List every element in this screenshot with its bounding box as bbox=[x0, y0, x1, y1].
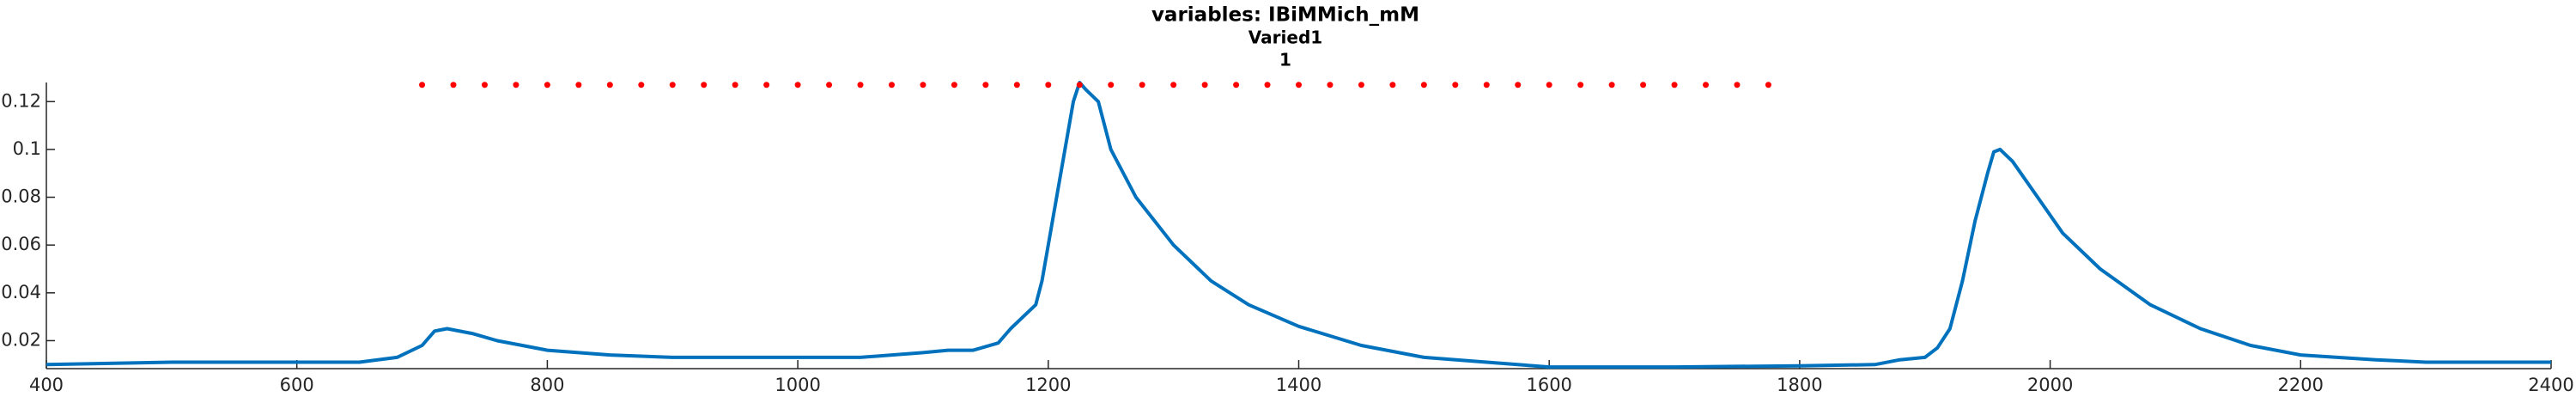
dot bbox=[575, 82, 582, 89]
dot bbox=[1139, 82, 1145, 89]
dot bbox=[1671, 82, 1678, 89]
dot bbox=[1546, 82, 1552, 89]
dot bbox=[1765, 82, 1771, 89]
y-tick-label: 0.08 bbox=[1, 186, 41, 207]
dot bbox=[982, 82, 989, 89]
dot bbox=[763, 82, 770, 89]
x-tick-label: 1800 bbox=[1777, 375, 1822, 395]
y-tick-label: 0.02 bbox=[1, 329, 41, 350]
dot bbox=[1608, 82, 1615, 89]
dot bbox=[1076, 82, 1083, 89]
x-tick-label: 1200 bbox=[1025, 375, 1071, 395]
dot bbox=[1734, 82, 1741, 89]
x-tick-label: 1600 bbox=[1526, 375, 1571, 395]
dot bbox=[1233, 82, 1240, 89]
dot bbox=[544, 82, 550, 89]
dot bbox=[1515, 82, 1522, 89]
annotation: 1 bbox=[1279, 50, 1291, 70]
dot bbox=[920, 82, 927, 89]
x-tick-label: 2400 bbox=[2528, 375, 2573, 395]
dot bbox=[1170, 82, 1177, 89]
dot bbox=[826, 82, 833, 89]
dot bbox=[638, 82, 645, 89]
dot bbox=[794, 82, 801, 89]
y-tick-label: 0.06 bbox=[1, 234, 41, 254]
dot bbox=[669, 82, 676, 89]
line bbox=[46, 81, 2551, 369]
dot bbox=[1264, 82, 1271, 89]
x-tick-label: 2200 bbox=[2278, 375, 2324, 395]
dot bbox=[1577, 82, 1584, 89]
dot bbox=[1327, 82, 1334, 89]
dot bbox=[1483, 82, 1490, 89]
dot bbox=[1045, 82, 1052, 89]
x-tick-label: 600 bbox=[280, 375, 314, 395]
dot bbox=[481, 82, 488, 89]
y-tick-label: 0.1 bbox=[13, 138, 41, 159]
dot bbox=[1013, 82, 1020, 89]
y-tick-label: 0.12 bbox=[1, 90, 41, 111]
dot bbox=[1108, 82, 1115, 89]
x-tick-label: 800 bbox=[530, 375, 564, 395]
dot bbox=[419, 82, 426, 89]
dot bbox=[1296, 82, 1302, 89]
dot bbox=[1358, 82, 1364, 89]
y-tick-label: 0.04 bbox=[1, 282, 41, 302]
dot bbox=[1452, 82, 1459, 89]
dot bbox=[1389, 82, 1396, 89]
dot bbox=[951, 82, 957, 89]
dot bbox=[1640, 82, 1647, 89]
dot bbox=[1201, 82, 1208, 89]
dot bbox=[701, 82, 708, 89]
dot bbox=[606, 82, 613, 89]
x-tick-label: 1000 bbox=[775, 375, 820, 395]
x-tick-label: 400 bbox=[29, 375, 64, 395]
x-tick-label: 2000 bbox=[2027, 375, 2073, 395]
dot bbox=[857, 82, 864, 89]
dot bbox=[450, 82, 457, 89]
chart-title: variables: IBiMMich_mM bbox=[1151, 4, 1419, 27]
chart-subtitle: Varied1 bbox=[1249, 27, 1322, 48]
dot bbox=[513, 82, 519, 89]
dot bbox=[732, 82, 738, 89]
dot bbox=[1420, 82, 1427, 89]
dot bbox=[1703, 82, 1710, 89]
x-tick-label: 1400 bbox=[1276, 375, 1321, 395]
dot bbox=[888, 82, 895, 89]
